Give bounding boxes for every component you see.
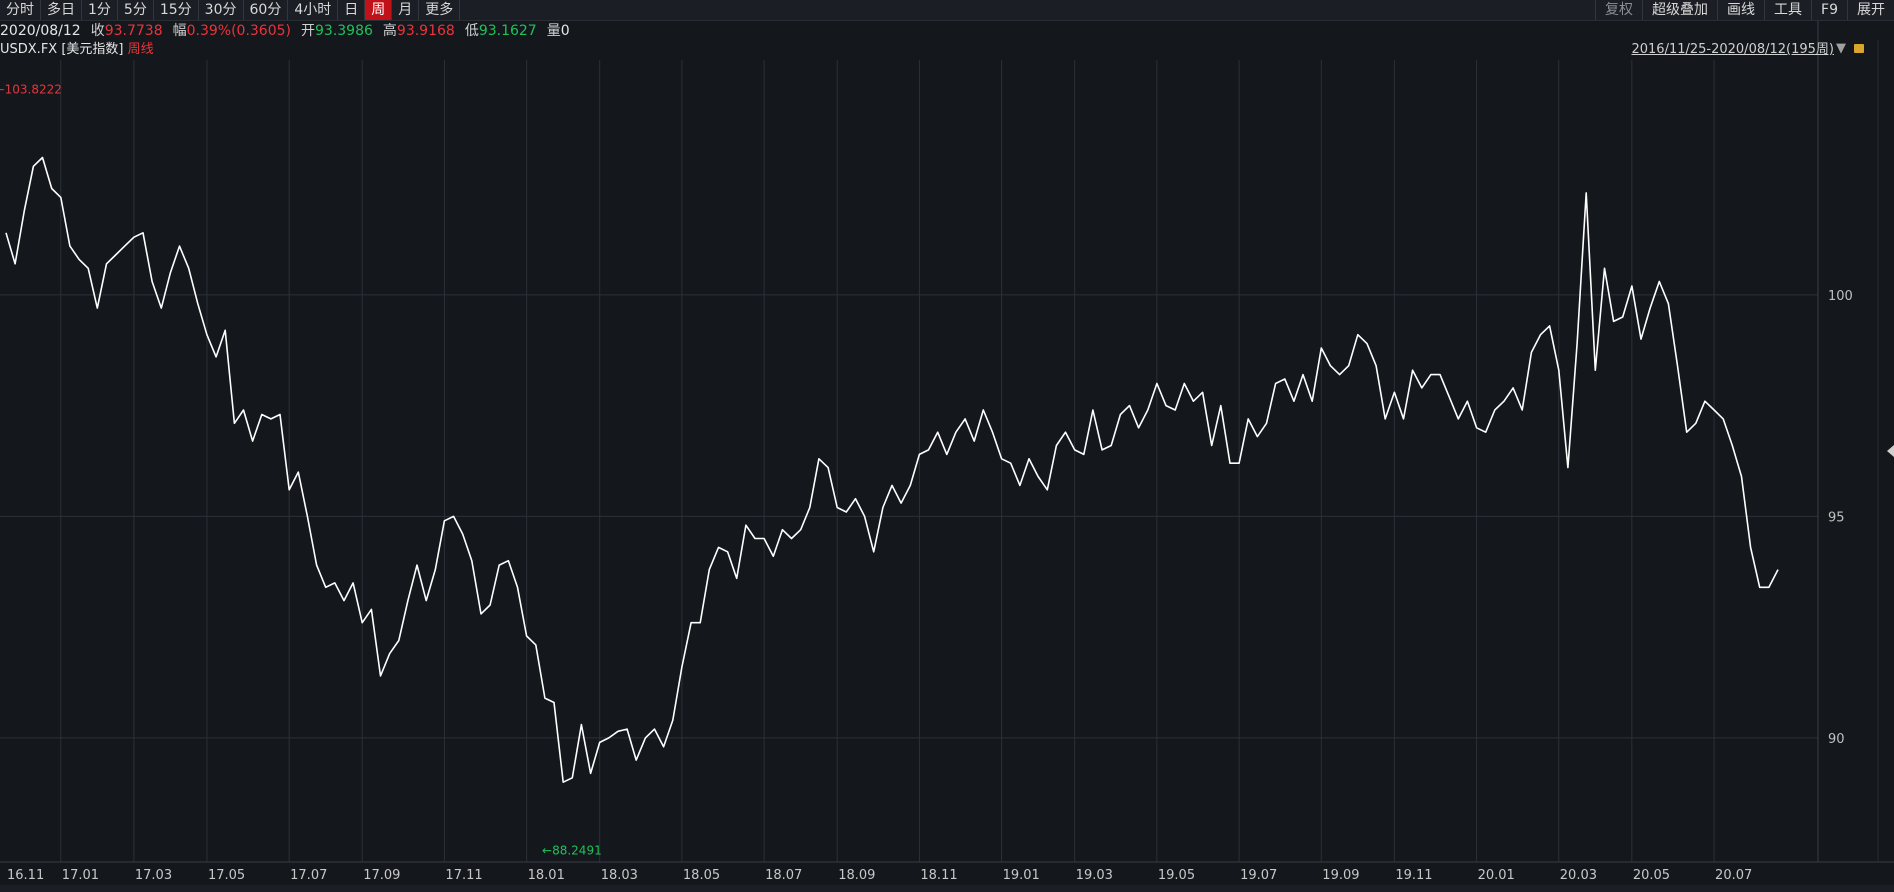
x-tick-label-11: 18.09 bbox=[838, 868, 875, 883]
x-tick-label-18: 19.11 bbox=[1395, 868, 1432, 883]
period-tab-2[interactable]: 1分 bbox=[82, 0, 118, 20]
period-tab-5[interactable]: 30分 bbox=[199, 0, 244, 20]
x-tick-label-21: 20.05 bbox=[1633, 868, 1670, 883]
y-tick-label-2: 100 bbox=[1828, 289, 1853, 304]
high-value: 93.9168 bbox=[396, 23, 455, 39]
x-tick-label-7: 18.01 bbox=[528, 868, 565, 883]
period-tabs: 分时 多日 1分 5分 15分 30分 60分 4小时日周月更多 bbox=[0, 0, 461, 20]
high-label: 高 bbox=[382, 23, 397, 39]
tool-button-2[interactable]: 画线 bbox=[1717, 0, 1764, 20]
axes bbox=[0, 20, 1894, 863]
period-tab-7[interactable]: 4小时 bbox=[288, 0, 339, 20]
low-annotation-label: ←88.2491 bbox=[542, 844, 602, 858]
x-tick-label-19: 20.01 bbox=[1478, 868, 1515, 883]
tool-button-4[interactable]: F9 bbox=[1811, 0, 1847, 20]
quote-date: 2020/08/12 bbox=[0, 23, 81, 39]
x-tick-label-13: 19.01 bbox=[1003, 868, 1040, 883]
x-tick-label-17: 19.09 bbox=[1322, 868, 1359, 883]
panel-expand-arrow-icon[interactable] bbox=[1887, 445, 1894, 457]
x-tick-label-3: 17.05 bbox=[208, 868, 245, 883]
symbol-name: [美元指数] bbox=[61, 42, 124, 57]
price-line bbox=[5, 156, 1779, 784]
tool-button-0[interactable]: 复权 bbox=[1595, 0, 1642, 20]
tick-labels: 90 95 100 16.11 17.01 17.03 17.05 17.07 17.09 17.… bbox=[7, 289, 1853, 883]
date-range-selector[interactable]: 2016/11/25-2020/08/12(195周) bbox=[1631, 42, 1834, 57]
symbol-period: 周线 bbox=[127, 42, 154, 57]
x-tick-label-5: 17.09 bbox=[363, 868, 400, 883]
low-value: 93.1627 bbox=[478, 23, 537, 39]
period-tab-1[interactable]: 多日 bbox=[41, 0, 82, 20]
period-tab-10[interactable]: 月 bbox=[392, 0, 420, 20]
change-value: 0.39%(0.3605) bbox=[186, 23, 291, 39]
symbol-code: USDX.FX bbox=[0, 42, 58, 57]
x-tick-label-4: 17.07 bbox=[290, 868, 327, 883]
period-tab-8[interactable]: 日 bbox=[338, 0, 366, 20]
x-tick-label-22: 20.07 bbox=[1715, 868, 1752, 883]
y-tick-label-0: 90 bbox=[1828, 732, 1845, 747]
x-tick-label-2: 17.03 bbox=[135, 868, 172, 883]
period-tab-6[interactable]: 60分 bbox=[244, 0, 289, 20]
right-toolbar: 复权 超级叠加 画线 工具 F9 展开 bbox=[1595, 0, 1894, 20]
dropdown-triangle-icon[interactable]: ▼ bbox=[1836, 41, 1846, 56]
open-label: 开 bbox=[301, 23, 315, 39]
close-label: 收 bbox=[90, 23, 105, 39]
x-tick-label-8: 18.03 bbox=[601, 868, 638, 883]
x-tick-label-1: 17.01 bbox=[62, 868, 99, 883]
x-tick-label-0: 16.11 bbox=[7, 868, 44, 883]
high-annotation-label: ←103.8222 bbox=[0, 82, 62, 96]
symbol-row: USDX.FX [美元指数] 周线 bbox=[0, 41, 154, 59]
tool-button-1[interactable]: 超级叠加 bbox=[1642, 0, 1717, 20]
lock-icon[interactable] bbox=[1854, 44, 1864, 53]
annotations: ←103.8222 ←88.2491 bbox=[0, 82, 602, 857]
x-tick-label-15: 19.05 bbox=[1158, 868, 1195, 883]
x-tick-label-14: 19.03 bbox=[1076, 868, 1113, 883]
bottom-scrollbar[interactable] bbox=[0, 885, 1894, 892]
period-tab-4[interactable]: 15分 bbox=[154, 0, 199, 20]
x-tick-label-20: 20.03 bbox=[1560, 868, 1597, 883]
period-tab-9[interactable]: 周 bbox=[365, 0, 393, 20]
x-tick-label-16: 19.07 bbox=[1240, 868, 1277, 883]
period-tab-3[interactable]: 5分 bbox=[118, 0, 154, 20]
tool-button-5[interactable]: 展开 bbox=[1847, 0, 1894, 20]
x-tick-label-6: 17.11 bbox=[445, 868, 482, 883]
period-tab-11[interactable]: 更多 bbox=[419, 0, 461, 20]
low-label: 低 bbox=[464, 23, 479, 39]
change-label: 幅 bbox=[172, 23, 187, 39]
x-tick-label-12: 18.11 bbox=[920, 868, 957, 883]
x-tick-label-9: 18.05 bbox=[683, 868, 720, 883]
y-tick-label-1: 95 bbox=[1828, 510, 1845, 525]
x-tick-label-10: 18.07 bbox=[765, 868, 802, 883]
tool-button-3[interactable]: 工具 bbox=[1764, 0, 1811, 20]
volume-label: 量 bbox=[546, 23, 561, 39]
period-tab-0[interactable]: 分时 bbox=[0, 0, 41, 20]
period-toolbar: 分时 多日 1分 5分 15分 30分 60分 4小时日周月更多 复权 超级叠加 画线 工具 F9 展开 bbox=[0, 0, 1894, 21]
quote-bar: 2020/08/12 收 93.7738 幅 0.39%(0.3605) 开 9… bbox=[0, 21, 570, 41]
close-value: 93.7738 bbox=[104, 23, 163, 39]
grid-lines bbox=[0, 60, 1818, 862]
volume-value: 0 bbox=[560, 23, 570, 39]
price-line-series bbox=[5, 156, 1779, 784]
open-value: 93.3986 bbox=[315, 23, 373, 39]
